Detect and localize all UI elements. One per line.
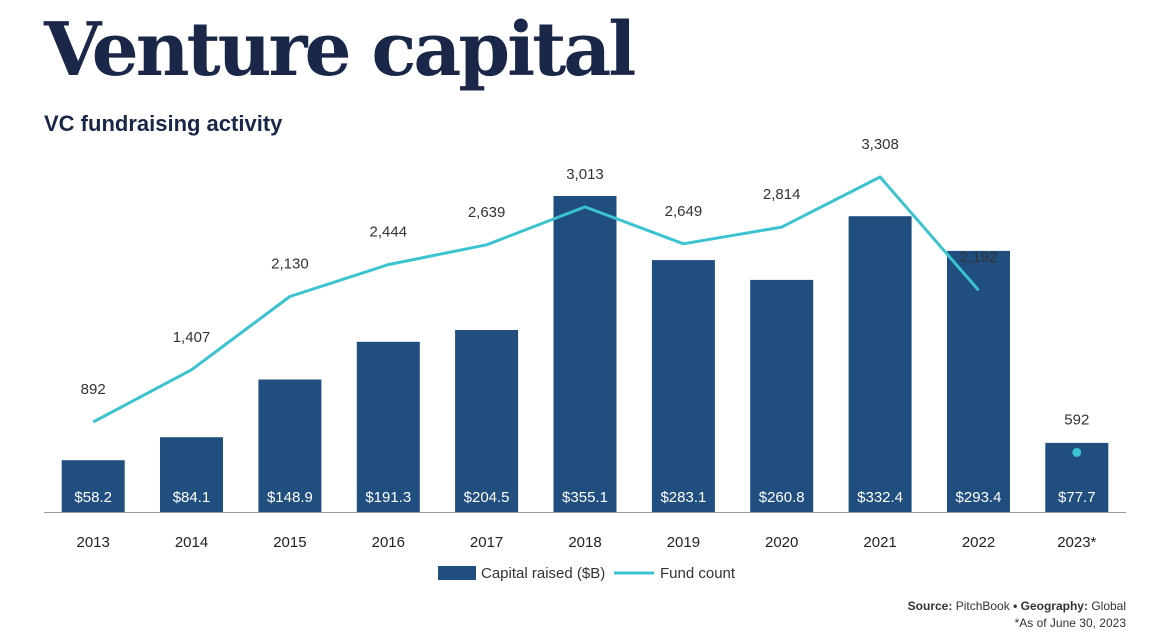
capital-bar-label: $293.4 (956, 489, 1002, 506)
capital-bar-2019 (651, 260, 715, 512)
capital-bar-label: $260.8 (759, 489, 805, 506)
fund-count-label: 2,444 (370, 224, 408, 241)
fund-count-line (92, 175, 980, 424)
capital-bar-2015 (258, 379, 322, 512)
capital-bar-2021 (848, 216, 912, 512)
capital-bar-2018 (553, 196, 617, 512)
source-value: PitchBook (955, 599, 1010, 613)
geography-label: Geography: (1020, 599, 1088, 613)
legend-swatch-capital (438, 566, 476, 580)
chart-subtitle: VC fundraising activity (44, 111, 283, 136)
source-note: Source: PitchBook • Geography: Global *A… (908, 598, 1126, 632)
fund-count-label: 3,013 (566, 166, 604, 183)
fund-count-label: 1,407 (173, 329, 211, 346)
capital-bar-2013 (61, 460, 125, 512)
fund-count-label: 2,192 (960, 249, 998, 266)
bars-layer: $58.2 $84.1 $148.9 $191.3 $204.5 $355.1 $283.1… (61, 196, 1109, 512)
x-tick-label: 2018 (568, 534, 601, 551)
capital-bar-2022 (947, 250, 1010, 512)
x-tick-label: 2014 (175, 534, 208, 551)
x-tick-label: 2017 (470, 534, 503, 551)
capital-bar-label: $204.5 (464, 489, 510, 506)
capital-bar-2014 (160, 437, 223, 512)
capital-bar-2020 (750, 279, 814, 512)
x-tick-label: 2022 (962, 534, 995, 551)
fund-count-label: 2,814 (763, 186, 801, 203)
x-tick-label: 2020 (765, 534, 798, 551)
capital-bar-label: $84.1 (173, 489, 211, 506)
capital-bar-2016 (356, 341, 420, 512)
x-tick-label: 2023* (1057, 534, 1096, 551)
fund-count-label: 892 (81, 381, 106, 398)
fund-count-label: 2,130 (271, 256, 309, 273)
x-tick-label: 2021 (863, 534, 896, 551)
legend: Capital raised ($B) Fund count (438, 565, 736, 582)
fund-count-layer: 892 1,407 2,130 2,444 2,639 3,013 2,649 2,814 3,… (81, 136, 1089, 457)
source-label: Source: (907, 599, 953, 613)
footnote: *As of June 30, 2023 (1014, 616, 1126, 630)
capital-bar-label: $77.7 (1058, 489, 1096, 506)
capital-bar-label: $58.2 (74, 489, 112, 506)
x-tick-label: 2019 (667, 534, 700, 551)
x-tick-label: 2013 (77, 534, 110, 551)
capital-bar-label: $355.1 (562, 489, 608, 506)
capital-bar-label: $283.1 (660, 489, 706, 506)
page-title: Venture capital (44, 7, 636, 93)
capital-bar-label: $148.9 (267, 489, 313, 506)
fund-count-label: 2,649 (665, 203, 703, 220)
x-axis: 2013 2014 2015 2016 2017 2018 2019 2020 2021 2022… (44, 512, 1126, 551)
legend-label-fund-count: Fund count (660, 565, 736, 582)
geography-value: Global (1091, 599, 1126, 613)
x-tick-label: 2016 (372, 534, 405, 551)
capital-bar-label: $332.4 (857, 489, 903, 506)
legend-label-capital: Capital raised ($B) (481, 565, 605, 582)
capital-bar-2017 (455, 330, 519, 512)
fund-count-label: 3,308 (861, 136, 899, 153)
capital-bar-label: $191.3 (365, 489, 411, 506)
fund-count-label: 2,639 (468, 204, 506, 221)
source-line: Source: PitchBook • Geography: Global (908, 598, 1126, 615)
fund-count-point-2023 (1072, 447, 1082, 457)
x-tick-label: 2015 (273, 534, 306, 551)
source-separator: • (1013, 599, 1018, 613)
fund-count-label: 592 (1064, 411, 1089, 428)
